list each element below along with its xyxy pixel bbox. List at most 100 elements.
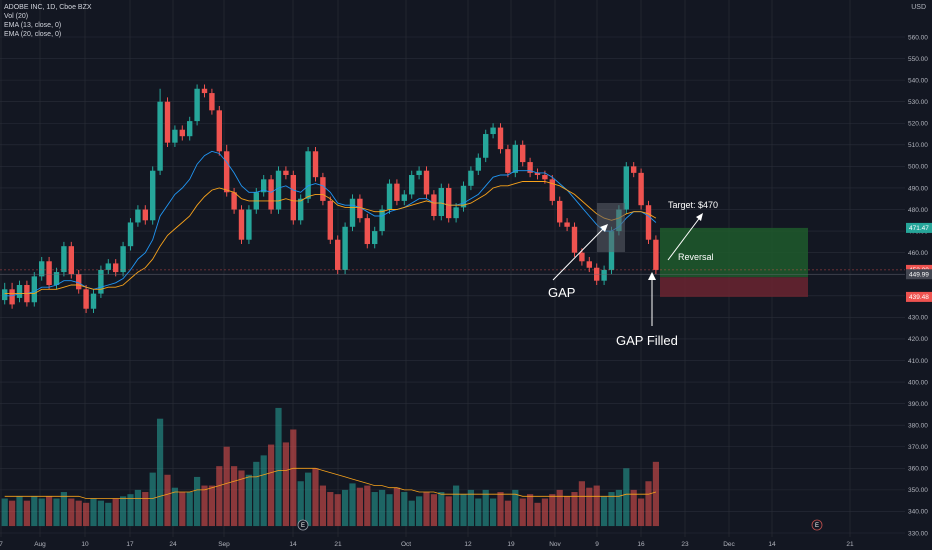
volume-bar (482, 489, 489, 527)
volume-bar (23, 500, 30, 527)
candle-body (201, 88, 208, 94)
candle-body (549, 179, 555, 201)
candle-body (298, 198, 304, 221)
candle-body (638, 172, 644, 206)
candle (275, 166, 282, 214)
candle-body (231, 192, 237, 210)
candle (631, 162, 637, 178)
candle-body (290, 175, 296, 221)
volume-bar (260, 455, 267, 527)
x-tick-label: 7 (0, 541, 3, 548)
candle (187, 116, 193, 141)
candle-body (46, 261, 52, 285)
x-tick-label: Sep (218, 541, 230, 548)
x-tick-label: 23 (681, 541, 689, 548)
candle (201, 84, 208, 98)
candle-body (90, 293, 97, 309)
volume-bar (208, 485, 215, 527)
volume-ma (4, 467, 657, 499)
candle (505, 144, 511, 178)
candle-body (179, 129, 185, 137)
candle (431, 190, 437, 221)
candle-body (438, 187, 444, 216)
x-tick-label: Oct (401, 541, 411, 548)
legend: ADOBE INC, 1D, Cboe BZX Vol (20) EMA (13… (4, 3, 92, 39)
x-tick-label: 21 (846, 541, 854, 548)
candle-body (261, 179, 267, 193)
candle (113, 259, 119, 277)
earnings-badge-text: E (815, 523, 819, 529)
volume-bar (586, 487, 593, 527)
x-tick-label: 9 (595, 541, 599, 548)
ema20-indicator-label[interactable]: EMA (20, close, 0) (4, 31, 62, 38)
candle (164, 97, 171, 147)
symbol-title[interactable]: ADOBE INC, 1D, Cboe BZX (4, 4, 92, 11)
volume-bar (386, 494, 393, 527)
gap-arrow-head (600, 224, 608, 232)
x-tick-label: 19 (507, 541, 515, 548)
candle-body (349, 198, 356, 227)
x-tick-label: 21 (334, 541, 342, 548)
volume-bar (97, 500, 104, 527)
candle (364, 213, 370, 249)
time-axis[interactable]: 7 Aug 10 17 24 Sep 14 21 Oct 12 19 Nov 9 16 23 Dec 14 21 (0, 541, 854, 548)
candle (557, 196, 563, 227)
candle-body (68, 246, 74, 275)
y-tick-label: 500.00 (908, 164, 928, 171)
candle (135, 205, 141, 227)
volume-bar (356, 487, 363, 527)
candle (290, 170, 296, 225)
volume-bar (90, 498, 97, 527)
candle-body (645, 205, 652, 240)
volume-bar (342, 489, 349, 527)
candle-body (327, 200, 333, 240)
volume-bar (608, 492, 615, 527)
volume-bar (171, 487, 178, 527)
volume-bar (453, 485, 460, 527)
earnings-badge-dec[interactable]: E (811, 519, 823, 531)
volume-bar (134, 489, 141, 527)
candle-body (172, 129, 178, 143)
candle (179, 125, 185, 141)
candle-body (76, 274, 82, 290)
candle (564, 218, 570, 232)
candle (534, 168, 541, 180)
candle-body (601, 269, 607, 281)
volume-bar (268, 444, 275, 527)
candle-body (379, 209, 385, 232)
volume-bar (393, 487, 400, 527)
volume-bar (157, 418, 164, 527)
candle (246, 205, 252, 245)
candle (342, 222, 348, 275)
volume-bar (364, 485, 371, 527)
volume-bar (105, 502, 112, 527)
volume-bar (297, 481, 304, 527)
earnings-badge-sep[interactable]: E (297, 519, 309, 531)
candle (298, 194, 304, 225)
candle-body (113, 263, 119, 273)
candle-body (39, 261, 45, 277)
volume-bar (275, 407, 282, 527)
ema13-indicator-label[interactable]: EMA (13, close, 0) (4, 22, 62, 29)
volume-ma-line (4, 467, 657, 499)
candle (623, 162, 629, 214)
candle-body (416, 170, 422, 176)
candle-body (238, 209, 245, 240)
volume-bar (556, 489, 563, 527)
price-tag-bg (906, 291, 932, 302)
candle (150, 166, 156, 225)
candle-body (446, 187, 452, 219)
target-zone (660, 227, 808, 278)
volume-bar (349, 483, 356, 527)
volume-bar (601, 496, 608, 527)
volume-bar (9, 500, 16, 527)
volume-bar (564, 496, 571, 527)
x-tick-label: 17 (126, 541, 134, 548)
vol-indicator-label[interactable]: Vol (20) (4, 13, 29, 20)
candle-body (320, 177, 326, 201)
volume-bar (497, 492, 504, 527)
candle-body (586, 261, 592, 268)
candle (142, 205, 148, 225)
candle (98, 265, 104, 298)
